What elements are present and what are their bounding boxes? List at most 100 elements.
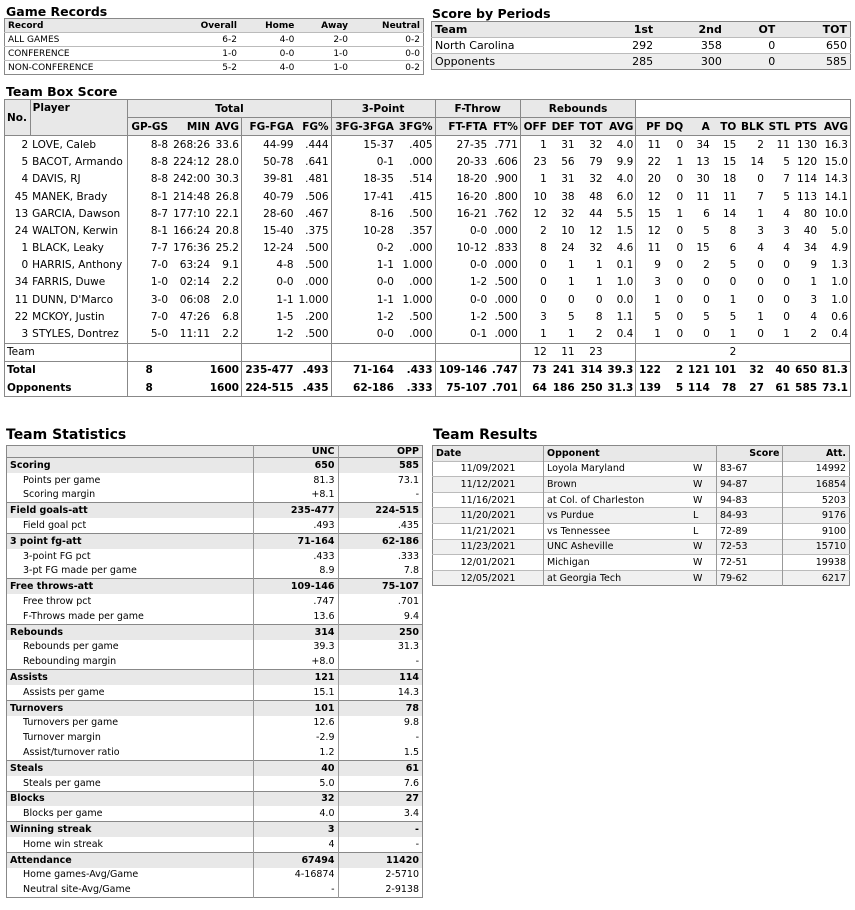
player-stat: .467: [305, 207, 329, 220]
player-stat: 2.2: [222, 328, 239, 341]
stat-unc: 39.3: [253, 639, 338, 655]
player-stat: 0: [567, 293, 575, 306]
stat-category-row: Field goals-att 235-477 224-515: [6, 502, 423, 519]
stat-label: Home games-Avg/Game: [23, 869, 139, 881]
period-team: North Carolina: [435, 39, 515, 52]
player-stat: 12-24: [240, 239, 296, 257]
player-stat: 0.4: [616, 328, 634, 341]
team-row-empty: [662, 342, 686, 362]
player-stat: 114: [797, 173, 818, 186]
sp-col-team: Team: [435, 23, 468, 36]
stat-row: Assist/turnover ratio 1.2 1.5: [7, 745, 423, 761]
team-row-empty: [685, 342, 712, 362]
stat-opp: 250: [337, 623, 423, 640]
player-stat: 1.000: [402, 259, 433, 272]
player-stat: 176:36: [173, 242, 211, 255]
player-stat: 1-2: [434, 308, 490, 326]
player-stat: .000: [494, 328, 518, 341]
result-row: 11/09/2021 Loyola Maryland W 83-67 14992: [432, 461, 850, 477]
record-value: 0-2: [405, 34, 420, 45]
player-stat: 15: [722, 138, 737, 151]
stat-label: Blocks: [6, 790, 254, 807]
player-stat: 3: [783, 224, 790, 237]
player-name: MCKOY, Justin: [32, 310, 105, 323]
player-stat: 0: [595, 293, 603, 306]
player-stat: 0: [703, 328, 710, 341]
player-stat: 10.0: [824, 207, 848, 220]
bx-col-header: DEF: [548, 117, 577, 137]
stat-label: 3-pt FG made per game: [23, 565, 137, 577]
player-row: 3 STYLES, Dontrez 5-0 11:11 2.2 1-2 .500 0-0 .00…: [5, 325, 851, 344]
player-stat: 11: [722, 190, 737, 203]
period-score: 300: [700, 55, 722, 68]
player-stat: 02:14: [179, 276, 211, 289]
player-stat: 3: [757, 224, 764, 237]
stat-row: Free throw pct .747.701: [7, 594, 423, 609]
player-stat: 1-2: [434, 273, 490, 292]
player-stat: .000: [409, 156, 433, 169]
player-stat: 242:00: [173, 173, 211, 186]
player-stat: 0-0: [434, 291, 490, 309]
stat-unc: 650: [253, 456, 338, 473]
bx-col-header: STL: [765, 117, 792, 137]
stat-category-row: Blocks 32 27: [6, 790, 423, 807]
player-stat: 1: [635, 291, 663, 309]
team-row-stat: 23: [576, 342, 605, 362]
gr-col-away: Away: [321, 20, 349, 31]
bx-col-header: FT%: [489, 117, 521, 137]
player-stat: 0-2: [330, 239, 396, 257]
result-attendance: 14992: [782, 461, 850, 477]
player-stat: 1-2: [330, 308, 396, 326]
player-name: BACOT, Armando: [32, 156, 123, 169]
player-stat: 10: [561, 224, 575, 237]
gr-col-overall: Overall: [200, 20, 237, 31]
bx-group-ft: F-Throw: [434, 99, 521, 119]
player-stat: .500: [305, 259, 329, 272]
player-stat: 63:24: [179, 259, 211, 272]
stat-row: Turnover margin -2.9-: [7, 730, 423, 746]
stat-opp: 78: [337, 699, 423, 716]
player-stat: 2: [519, 222, 549, 240]
stat-label: Free throws-att: [6, 578, 254, 595]
stat-unc: 5.0: [253, 775, 338, 792]
player-stat: 0.6: [831, 310, 848, 323]
stat-unc: 32: [253, 790, 338, 807]
player-stat: 0: [676, 328, 684, 341]
player-stat: 8-8: [127, 170, 171, 188]
team-row-empty: [819, 342, 851, 362]
stat-opp: 73.1: [337, 472, 423, 488]
bx-group-total: Total: [127, 99, 332, 119]
player-stat: 12: [519, 205, 549, 223]
player-stat: 5-0: [127, 325, 171, 344]
total-row-stat: 8: [127, 360, 171, 379]
result-outcome: L: [693, 510, 699, 522]
record-value: 0-0: [279, 48, 295, 59]
player-stat: 9.9: [616, 156, 634, 169]
player-stat: 8: [595, 310, 603, 323]
bx-col-header: MIN: [170, 117, 213, 137]
player-stat: 0: [703, 293, 710, 306]
result-row: 11/21/2021 vs Tennessee L 72-89 9100: [432, 523, 850, 540]
player-stat: 5: [703, 224, 710, 237]
stat-row: Steals per game 5.0 7.6: [7, 775, 423, 792]
stat-opp: 11420: [337, 851, 423, 868]
result-opponent: vs Purdue: [543, 507, 690, 524]
player-row: 5 BACOT, Armando 8-8 224:12 28.0 50-78.641 0-1…: [5, 153, 851, 171]
game-record-row: ALL GAMES 6-2 4-0 2-0 0-2: [4, 32, 424, 47]
stat-opp: 1.5: [337, 745, 423, 761]
player-row: 34 FARRIS, Duwe 1-0 02:14 2.2 0-0.000 0-0.000 1…: [5, 273, 851, 292]
player-stat: 7: [783, 173, 790, 186]
stat-row: Rebounding margin +8.0-: [7, 654, 423, 670]
stat-category-row: Turnovers 101 78: [6, 699, 423, 716]
stat-label: Steals per game: [23, 777, 101, 789]
player-stat: .000: [305, 276, 329, 289]
player-row: 11 DUNN, D'Marco 3-0 06:08 2.0 1-1 1.000 1-1 1.0…: [5, 291, 851, 309]
player-number: 11: [14, 293, 29, 306]
player-stat: 23: [519, 153, 549, 171]
opponents-row-stat: 27: [749, 381, 764, 394]
player-stat: 2: [703, 259, 710, 272]
result-score: 84-93: [715, 507, 783, 524]
stat-label: Rebounds: [6, 623, 254, 640]
player-stat: 6: [729, 242, 737, 255]
player-stat: 16.3: [824, 138, 848, 151]
